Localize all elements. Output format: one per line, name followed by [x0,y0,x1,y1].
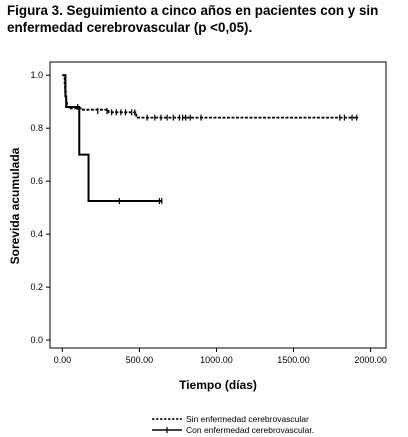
plot-frame [49,61,387,349]
series-layer [62,74,359,205]
x-tick-label: 0.00 [54,355,72,365]
y-tick-label: 1.0 [30,70,43,80]
y-tick-label: 0.0 [30,335,43,345]
x-tick-label: 500.00 [126,355,154,365]
x-tick-label: 2000.00 [354,355,387,365]
legend-label-con: Con enfermedad cerebrovascular. [186,425,314,435]
y-axis-title: Sorevida acumulada [8,147,22,264]
y-tick-label: 0.2 [30,282,43,292]
legend: Sin enfermedad cerebrovascular Con enfer… [152,414,314,435]
x-tick-label: 1500.00 [277,355,310,365]
axes-layer: 0.00 500.00 1000.00 1500.00 2000.00 0.0 0.2 0.4… [30,70,386,365]
x-tick-label: 1000.00 [200,355,233,365]
y-tick-label: 0.4 [30,229,43,239]
x-axis-title: Tiempo (días) [179,378,257,392]
y-tick-label: 0.8 [30,123,43,133]
y-tick-label: 0.6 [30,176,43,186]
figure-title-line-2: enfermedad cerebrovascular (p <0,05). [7,20,253,35]
series-line-con [62,74,163,203]
figure-title: Figura 3. Seguimiento a cinco años en pa… [7,2,403,36]
legend-label-sin: Sin enfermedad cerebrovascular [186,414,309,424]
figure-title-line-1: Figura 3. Seguimiento a cinco años en pa… [7,3,379,18]
